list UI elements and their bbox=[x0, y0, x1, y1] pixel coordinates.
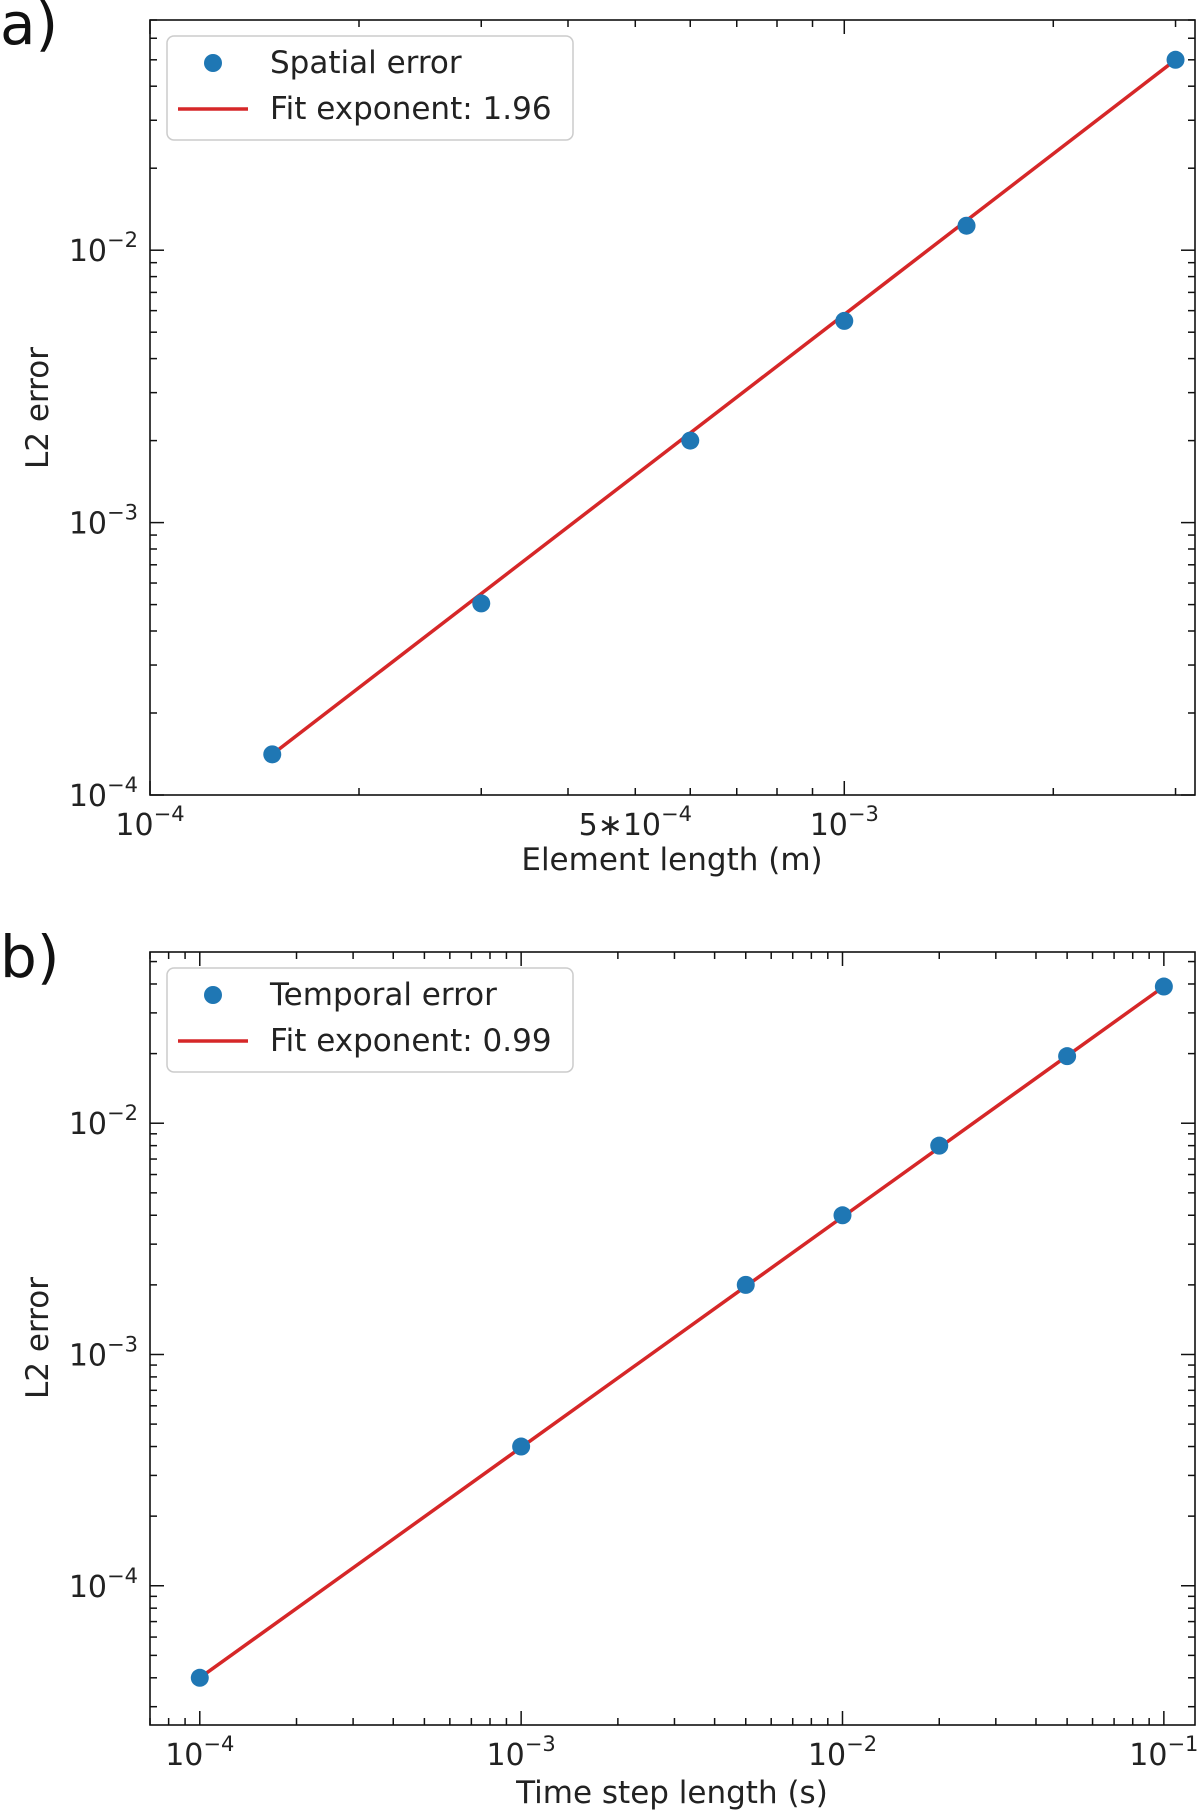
data-point bbox=[835, 311, 854, 330]
y-tick-label: 10−3 bbox=[69, 501, 138, 542]
y-tick-label: 10−3 bbox=[69, 1332, 138, 1373]
data-point bbox=[472, 594, 491, 613]
data-point bbox=[1154, 977, 1173, 996]
x-tick-label: 10−1 bbox=[1129, 1732, 1198, 1773]
data-point bbox=[681, 431, 700, 450]
y-axis-label: L2 error bbox=[20, 1277, 56, 1399]
data-point bbox=[190, 1668, 209, 1687]
tick-marks bbox=[149, 952, 1195, 1725]
legend: Spatial error Fit exponent: 1.96 bbox=[166, 35, 574, 141]
y-axis-label: L2 error bbox=[20, 347, 56, 469]
x-axis-label: Time step length (s) bbox=[515, 1775, 828, 1811]
y-tick-label: 10−2 bbox=[69, 1101, 138, 1142]
tick-marks bbox=[149, 19, 1195, 796]
data-point bbox=[512, 1437, 531, 1456]
x-axis-label: Element length (m) bbox=[521, 842, 822, 878]
tick-labels: 10−4 10−3 10−2 10−1 10−4 10−3 10−2 bbox=[69, 1101, 1199, 1773]
legend-marker-icon bbox=[204, 54, 222, 72]
fit-line bbox=[198, 985, 1165, 1680]
x-tick-label: 10−4 bbox=[165, 1732, 234, 1773]
x-tick-label: 10−2 bbox=[808, 1732, 877, 1773]
x-tick-label: 5∗10−4 bbox=[579, 802, 692, 843]
y-tick-label: 10−4 bbox=[69, 773, 138, 814]
x-tick-label: 10−4 bbox=[115, 802, 184, 843]
legend-box bbox=[166, 967, 574, 1073]
legend-entry-fit: Fit exponent: 1.96 bbox=[270, 91, 552, 127]
data-point bbox=[930, 1136, 949, 1155]
legend-box bbox=[166, 35, 574, 141]
tick-labels: 10−4 5∗10−4 10−3 10−4 10−3 10−2 bbox=[69, 228, 879, 843]
x-tick-label: 10−3 bbox=[810, 802, 879, 843]
plot-area bbox=[263, 50, 1185, 764]
data-point bbox=[957, 216, 976, 235]
fit-line bbox=[271, 58, 1177, 756]
legend-entry-fit: Fit exponent: 0.99 bbox=[270, 1023, 552, 1059]
data-point bbox=[736, 1275, 755, 1294]
data-point bbox=[833, 1206, 852, 1225]
axes-frame bbox=[149, 19, 1196, 796]
legend: Temporal error Fit exponent: 0.99 bbox=[166, 967, 574, 1073]
y-tick-label: 10−2 bbox=[69, 228, 138, 269]
legend-entry-temporal-error: Temporal error bbox=[269, 977, 497, 1013]
panel-label: b) bbox=[0, 923, 59, 991]
y-tick-label: 10−4 bbox=[69, 1564, 138, 1605]
x-tick-label: 10−3 bbox=[487, 1732, 556, 1773]
data-point bbox=[1166, 50, 1185, 69]
panel-a: a) 10−4 5∗10−4 10−3 10−4 10−3 10−2 Element le… bbox=[0, 0, 1196, 878]
data-point bbox=[1058, 1047, 1077, 1066]
legend-entry-spatial-error: Spatial error bbox=[270, 45, 462, 81]
legend-marker-icon bbox=[204, 986, 222, 1004]
axes-frame bbox=[149, 951, 1196, 1726]
panel-label: a) bbox=[0, 0, 58, 58]
panel-b: b) 10−4 10−3 10−2 10−1 10−4 10−3 10−2 Time ste… bbox=[0, 923, 1198, 1811]
data-point bbox=[263, 745, 282, 764]
plot-area bbox=[190, 977, 1173, 1687]
